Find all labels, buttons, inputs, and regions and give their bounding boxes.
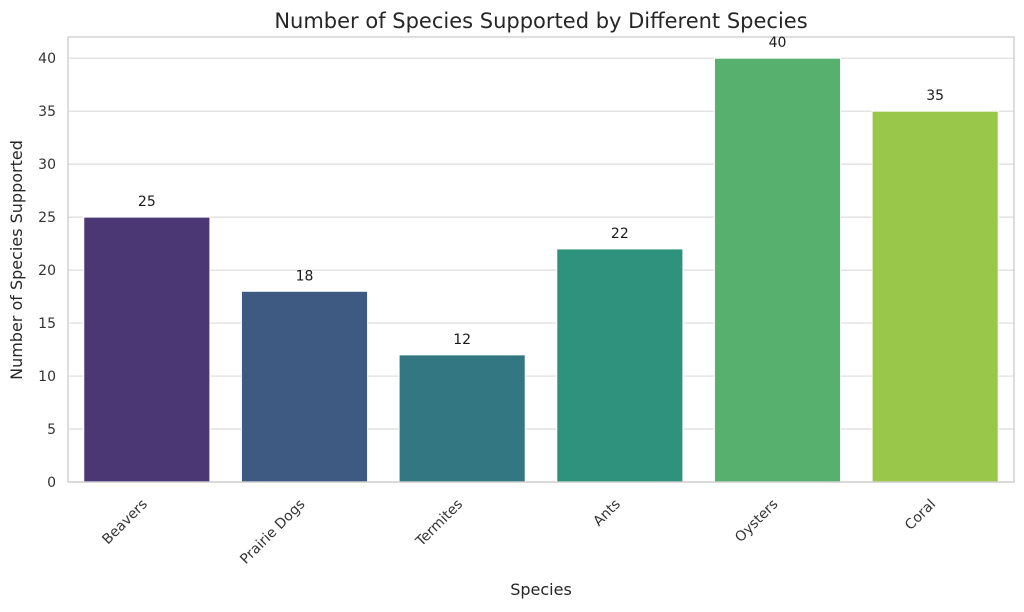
y-tick-labels: 0 5 10 15 20 25 30 35 40	[38, 51, 56, 491]
x-tick-label: Ants	[590, 496, 623, 529]
data-label: 12	[453, 332, 471, 348]
x-tick-label: Termites	[412, 496, 466, 550]
data-label: 18	[296, 268, 314, 284]
x-tick-label: Prairie Dogs	[237, 496, 308, 567]
x-tick-labels: Beavers Prairie Dogs Termites Ants Oysters Co…	[99, 496, 939, 567]
y-tick-label: 25	[38, 210, 56, 226]
x-tick-label: Beavers	[99, 496, 150, 547]
bar-beavers	[83, 216, 211, 483]
grid-lines	[68, 57, 1014, 483]
plot-frame	[67, 36, 1015, 483]
bar-termites	[398, 354, 526, 483]
data-label: 25	[138, 194, 156, 210]
bar-oysters	[713, 57, 842, 483]
data-labels: 25 18 12 22 40 35	[138, 35, 944, 348]
data-label: 40	[769, 35, 787, 51]
chart-title: Number of Species Supported by Different…	[274, 9, 807, 33]
data-label: 22	[611, 226, 629, 242]
x-axis-label: Species	[510, 580, 572, 599]
y-axis-label: Number of Species Supported	[7, 140, 26, 380]
bar-ants	[556, 248, 684, 483]
y-tick-label: 5	[47, 422, 56, 438]
plot-border	[67, 36, 1015, 483]
y-tick-label: 20	[38, 263, 56, 279]
bar-prairie-dogs	[240, 290, 369, 483]
y-tick-label: 35	[38, 104, 56, 120]
bars	[83, 57, 999, 483]
y-tick-label: 30	[38, 157, 56, 173]
x-tick-label: Coral	[902, 496, 939, 533]
bar-coral	[871, 110, 999, 483]
y-tick-label: 15	[38, 316, 56, 332]
y-tick-label: 40	[38, 51, 56, 67]
data-label: 35	[926, 88, 944, 104]
x-tick-label: Oysters	[732, 496, 781, 545]
y-tick-label: 10	[38, 369, 56, 385]
y-tick-label: 0	[47, 475, 56, 491]
